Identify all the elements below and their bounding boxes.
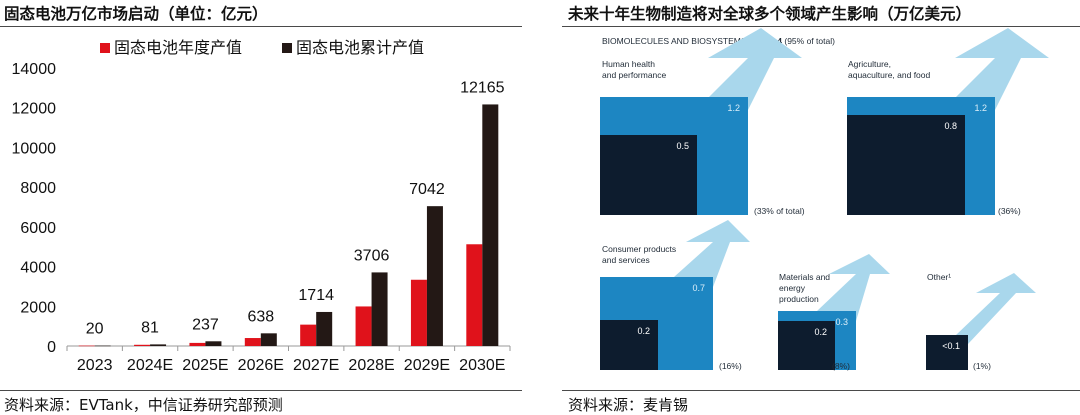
outer-value: 1.2 (974, 103, 987, 113)
bar (260, 333, 277, 346)
right-chart-title: 未来十年生物制造将对全球多个领域产生影响（万亿美元） (568, 5, 972, 23)
data-label: 12165 (460, 79, 505, 96)
category-label: aquaculture, and food (848, 70, 931, 80)
category-label: production (779, 294, 819, 304)
data-label: 237 (192, 316, 219, 333)
y-tick-label: 8000 (20, 180, 56, 197)
share-label: (33% of total) (754, 206, 805, 216)
x-tick-label: 2024E (127, 357, 173, 374)
inner-value: 0.8 (944, 121, 957, 131)
data-label: 20 (86, 321, 104, 338)
bar (316, 311, 333, 346)
outer-value: 0.3 (835, 317, 848, 327)
data-label: 1714 (298, 287, 334, 304)
impact-header: BIOMOLECULES AND BIOSYSTEMS $1.7–3.4 (95… (602, 36, 835, 46)
share-label: (36%) (998, 206, 1021, 216)
growth-arrow (956, 273, 1036, 344)
bar (371, 272, 388, 346)
category-label: Consumer products (602, 244, 676, 254)
left-title-rule (0, 26, 522, 27)
inner-square (847, 115, 965, 215)
inner-square (600, 135, 697, 215)
legend-swatch (100, 43, 110, 53)
x-tick-label: 2027E (293, 357, 339, 374)
inner-value: 0.5 (676, 141, 689, 151)
category-label: and services (602, 255, 650, 265)
bar (94, 345, 111, 347)
inner-value: <0.1 (942, 341, 960, 351)
inner-value: 0.2 (814, 327, 827, 337)
bar (189, 342, 206, 346)
x-tick-label: 2030E (459, 357, 505, 374)
share-label: (8%) (832, 361, 850, 371)
category-label: Other¹ (927, 272, 951, 282)
bar (134, 344, 151, 346)
x-tick-label: 2026E (238, 357, 284, 374)
bar (355, 306, 372, 346)
left-chart-title: 固态电池万亿市场启动（单位：亿元） (4, 5, 268, 23)
bar (482, 104, 499, 346)
outer-value: 0.7 (692, 283, 705, 293)
share-label: (16%) (719, 361, 742, 371)
bar (150, 344, 167, 346)
bar (426, 206, 443, 346)
category-label: energy (779, 283, 806, 293)
x-tick-label: 2023 (77, 357, 113, 374)
bar (300, 324, 317, 346)
bar (466, 244, 483, 346)
x-tick-label: 2029E (404, 357, 450, 374)
y-tick-label: 14000 (12, 61, 57, 78)
growth-arrow (955, 28, 1049, 110)
inner-square (600, 320, 658, 370)
y-tick-label: 10000 (12, 140, 57, 157)
inner-square (778, 321, 835, 370)
bar (410, 279, 427, 346)
y-tick-label: 4000 (20, 260, 56, 277)
growth-arrow (817, 254, 890, 321)
right-source: 资料来源：麦肯锡 (568, 396, 689, 414)
impact-header-suffix: (95% of total) (782, 36, 835, 46)
growth-arrow (708, 28, 802, 110)
y-tick-label: 2000 (20, 299, 56, 316)
bar (244, 338, 261, 346)
left-source: 资料来源：EVTank，中信证券研究部预测 (4, 396, 283, 414)
x-tick-label: 2025E (182, 357, 228, 374)
x-tick-label: 2028E (348, 357, 394, 374)
y-tick-label: 0 (47, 339, 56, 356)
inner-square (926, 335, 968, 370)
bar (78, 345, 95, 347)
legend-label: 固态电池年度产值 (114, 38, 242, 57)
right-source-rule (562, 390, 1080, 391)
data-label: 3706 (354, 247, 390, 264)
impact-chart: BIOMOLECULES AND BIOSYSTEMS $1.7–3.4 (95… (600, 28, 1049, 371)
data-label: 81 (141, 319, 159, 336)
inner-value: 0.2 (637, 326, 650, 336)
category-label: Agriculture, (848, 59, 891, 69)
category-label: and performance (602, 70, 667, 80)
data-label: 7042 (409, 181, 445, 198)
category-label: Human health (602, 59, 655, 69)
legend-label: 固态电池累计产值 (296, 38, 424, 57)
share-label: (1%) (973, 361, 991, 371)
bar (205, 341, 222, 346)
bar-chart: 固态电池年度产值 固态电池累计产值 0 2000 4000 6000 8000 10000 12… (12, 38, 511, 374)
impact-header-prefix: BIOMOLECULES AND BIOSYSTEMS (602, 36, 749, 46)
category-label: Materials and (779, 272, 830, 282)
growth-arrow (674, 220, 750, 287)
y-tick-label: 12000 (12, 101, 57, 118)
y-tick-label: 6000 (20, 220, 56, 237)
outer-value: 1.2 (727, 103, 740, 113)
legend-swatch (282, 43, 292, 53)
left-source-rule (0, 390, 522, 391)
data-label: 638 (247, 308, 274, 325)
right-title-rule (562, 26, 1080, 27)
